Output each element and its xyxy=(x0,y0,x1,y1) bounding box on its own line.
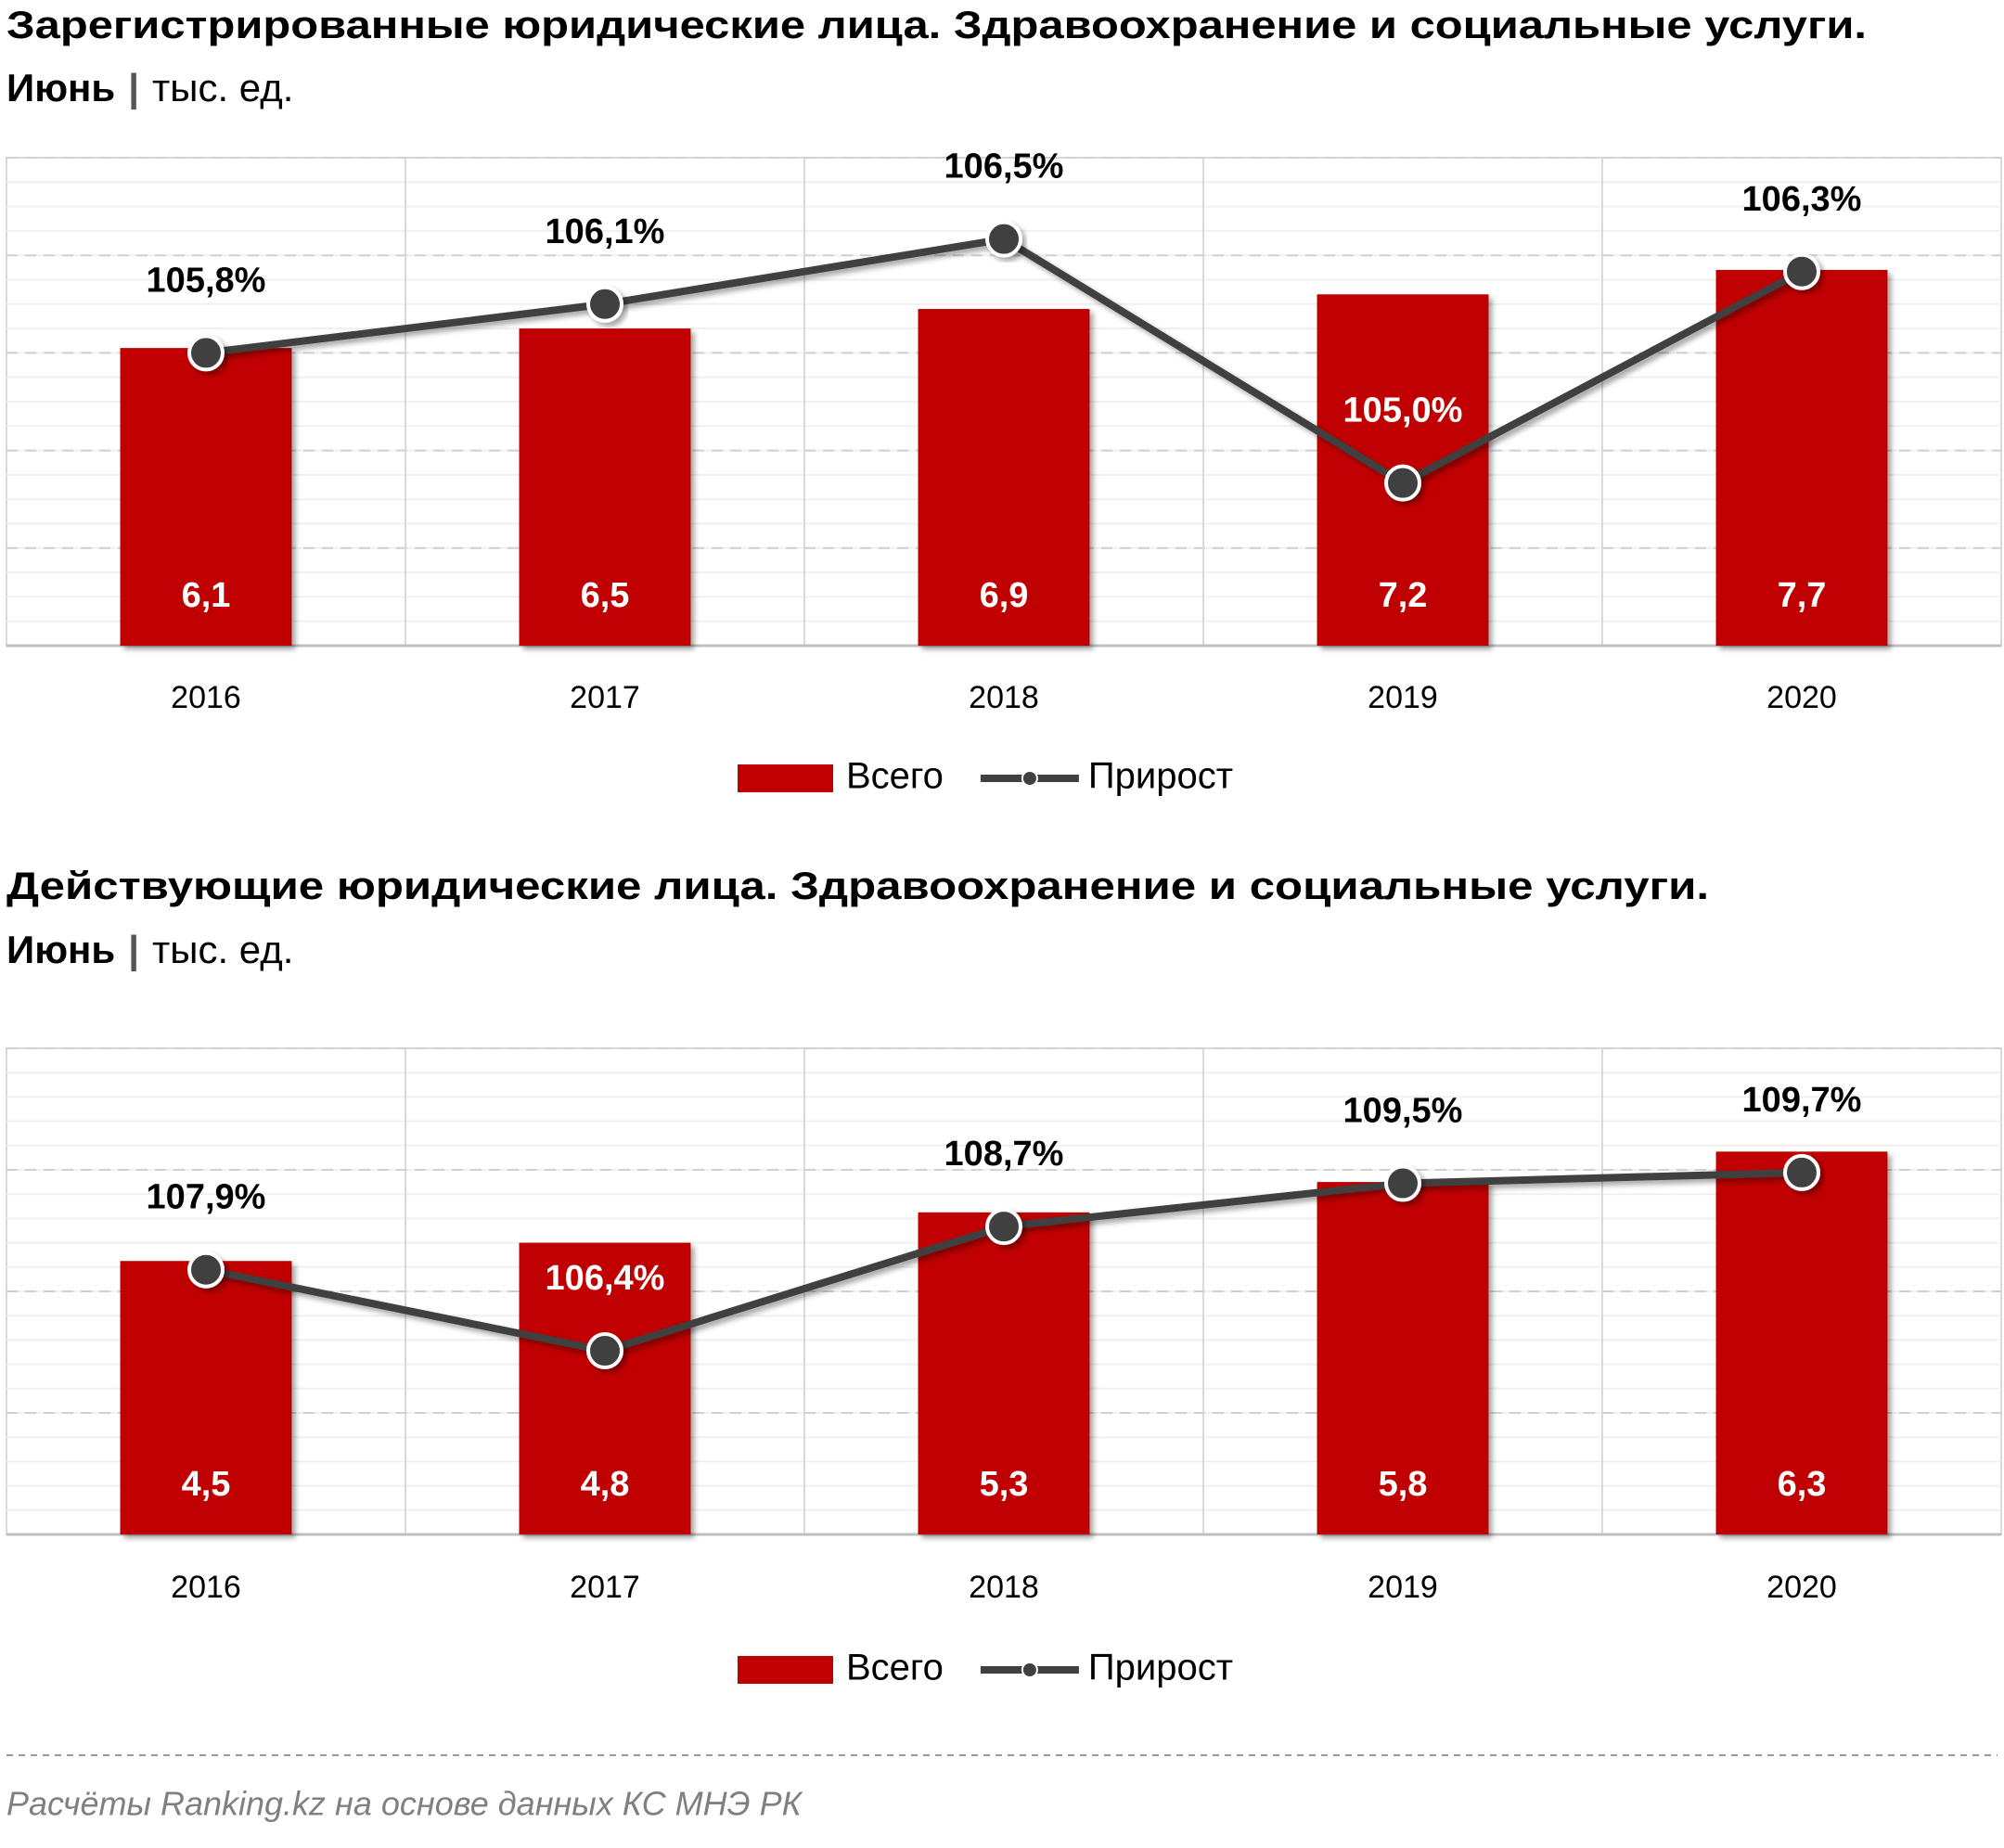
bar-value-label: 7,2 xyxy=(1379,576,1428,615)
bar-value-label: 5,8 xyxy=(1379,1465,1428,1504)
x-tick-label: 2019 xyxy=(1368,680,1438,715)
bar-value-label: 6,3 xyxy=(1778,1465,1827,1504)
line-point xyxy=(586,285,623,323)
line-value-label: 106,5% xyxy=(944,148,1064,186)
x-tick-label: 2016 xyxy=(171,1570,241,1605)
x-tick-label: 2016 xyxy=(171,680,241,715)
bar xyxy=(120,348,292,646)
line-value-label: 109,5% xyxy=(1343,1092,1463,1131)
x-tick-label: 2020 xyxy=(1766,1570,1837,1605)
legend-swatch xyxy=(738,764,833,792)
legend-swatch xyxy=(738,1656,833,1684)
line-point xyxy=(187,1251,225,1289)
line-value-label: 106,1% xyxy=(546,212,665,251)
x-tick-label: 2018 xyxy=(969,1570,1039,1605)
bar xyxy=(918,309,1090,646)
legend-marker xyxy=(1021,1662,1038,1678)
chart-title: Действующие юридические лица. Здравоохра… xyxy=(6,864,1709,907)
line-point xyxy=(985,220,1022,258)
legend-label: Всего xyxy=(846,1648,944,1688)
line-value-label: 105,8% xyxy=(147,261,266,300)
subtitle-period: Июнь xyxy=(6,928,115,971)
line-value-label: 105,0% xyxy=(1343,391,1463,430)
x-tick-label: 2017 xyxy=(570,680,640,715)
line-value-label: 109,7% xyxy=(1742,1081,1862,1120)
bar-value-label: 6,9 xyxy=(980,576,1029,615)
line-point xyxy=(1384,1164,1421,1202)
x-tick-label: 2020 xyxy=(1766,680,1837,715)
line-value-label: 107,9% xyxy=(147,1178,266,1217)
bar-value-label: 6,5 xyxy=(581,576,630,615)
line-value-label: 106,4% xyxy=(546,1259,665,1298)
subtitle-period: Июнь xyxy=(6,66,115,109)
line-point xyxy=(1783,1153,1820,1191)
bar xyxy=(519,1242,691,1534)
x-tick-label: 2018 xyxy=(969,680,1039,715)
line-value-label: 108,7% xyxy=(944,1135,1064,1174)
bar-value-label: 6,1 xyxy=(182,576,231,615)
chart-subtitle: Июнь | тыс. ед. xyxy=(6,928,293,972)
bar-value-label: 5,3 xyxy=(980,1465,1029,1504)
bar-value-label: 4,8 xyxy=(581,1465,630,1504)
bar xyxy=(120,1261,292,1534)
subtitle-unit: тыс. ед. xyxy=(152,928,293,971)
line-point xyxy=(985,1208,1022,1246)
bar xyxy=(1317,1182,1489,1534)
bar-value-label: 4,5 xyxy=(182,1465,231,1504)
bar xyxy=(918,1212,1090,1534)
line-point xyxy=(1783,252,1820,290)
subtitle-separator: | xyxy=(128,928,139,972)
legend-label: Всего xyxy=(846,756,944,797)
chart-title: Зарегистрированные юридические лица. Здр… xyxy=(6,3,1867,46)
legend-marker xyxy=(1021,770,1038,787)
line-point xyxy=(1384,464,1421,502)
legend-label: Прирост xyxy=(1088,1648,1233,1688)
x-tick-label: 2017 xyxy=(570,1570,640,1605)
bar xyxy=(1715,1151,1888,1534)
subtitle-separator: | xyxy=(128,66,139,110)
bar xyxy=(1715,269,1888,646)
source-note: Расчёты Ranking.kz на основе данных КС М… xyxy=(6,1785,803,1823)
x-tick-label: 2019 xyxy=(1368,1570,1438,1605)
subtitle-unit: тыс. ед. xyxy=(152,66,293,109)
line-value-label: 106,3% xyxy=(1742,180,1862,219)
bar-value-label: 7,7 xyxy=(1778,576,1827,615)
line-point xyxy=(187,334,225,372)
bar xyxy=(519,328,691,646)
line-point xyxy=(586,1332,623,1370)
chart-subtitle: Июнь | тыс. ед. xyxy=(6,66,293,110)
legend-label: Прирост xyxy=(1088,756,1233,797)
